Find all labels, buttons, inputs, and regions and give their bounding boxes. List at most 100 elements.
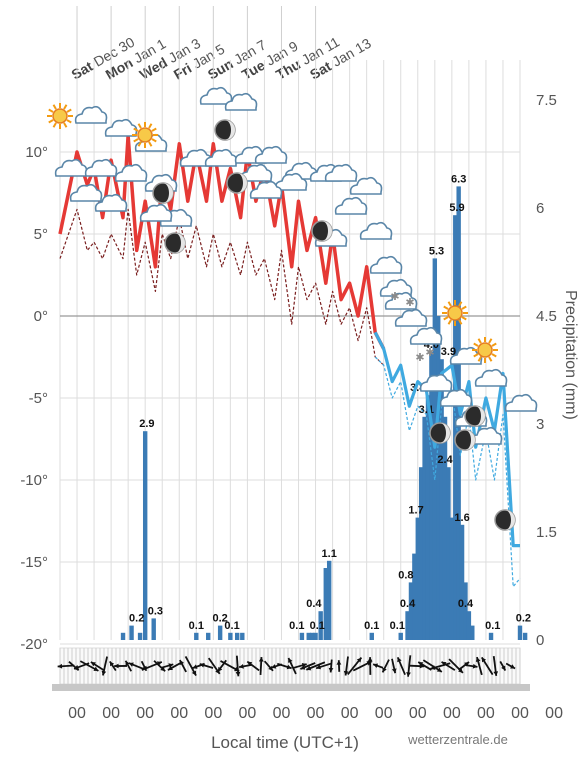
wind-arrowhead — [156, 661, 162, 666]
precip-value-label: 0.4 — [306, 598, 322, 610]
precip-bar — [323, 568, 328, 640]
cloud-shape — [104, 118, 138, 137]
cloud-shape — [409, 326, 443, 345]
temp-tick-label: -10° — [20, 472, 48, 489]
snow-icon: ✱ — [425, 346, 434, 359]
wind-arrowhead — [391, 668, 397, 674]
wind-arrowhead — [316, 664, 322, 670]
cloud-shape — [349, 176, 383, 195]
precip-bar — [446, 467, 451, 640]
cloud-shape — [84, 158, 118, 177]
temp-tick-label: 5° — [34, 226, 48, 243]
cloud-icon — [274, 172, 308, 191]
hour-label: 00 — [273, 705, 291, 722]
moon-icon — [454, 429, 476, 451]
wind-arrowhead — [441, 661, 447, 667]
cloud-shape — [379, 278, 413, 297]
precip-bar — [299, 632, 305, 640]
wind-arrowhead — [367, 657, 373, 662]
cloud-shape — [359, 221, 393, 240]
sun-ray — [443, 316, 449, 321]
sun-ray — [148, 123, 153, 129]
precip-value-label: 0.2 — [212, 613, 227, 625]
precip-bar — [517, 625, 523, 640]
precip-axis-title: Precipitation (mm) — [562, 290, 579, 420]
cloud-icon — [359, 221, 393, 240]
cloud-shape — [54, 158, 88, 177]
cloud-icon — [334, 196, 368, 215]
cloud-icon — [239, 163, 273, 182]
cloud-shape — [69, 183, 103, 202]
wind-arrowhead — [217, 666, 223, 672]
sun-ray — [48, 119, 54, 124]
wind-arrowhead — [510, 664, 516, 669]
hour-label: 00 — [477, 705, 495, 722]
wind-arrowhead — [436, 667, 442, 672]
cloud-shape — [439, 388, 473, 407]
hour-label: 00 — [136, 705, 154, 722]
sun-ray — [491, 342, 497, 347]
cloud-icon — [104, 118, 138, 137]
wind-arrowhead — [93, 666, 99, 671]
precip-value-label: 0.4 — [400, 598, 416, 610]
precip-bar — [194, 632, 199, 640]
snow-icon: ✱ — [415, 351, 424, 364]
cloud-shape — [474, 368, 508, 387]
sun-ray — [458, 319, 463, 325]
precip-bar — [415, 517, 420, 640]
precip-bar — [412, 553, 417, 640]
cloud-icon — [139, 203, 173, 222]
cloud-shape — [504, 393, 538, 412]
precip-bar — [306, 632, 311, 640]
sun-ray — [461, 305, 467, 310]
moon-lit — [237, 173, 247, 193]
hour-label: 00 — [102, 705, 120, 722]
precip-value-label: 2.4 — [437, 454, 453, 466]
wind-arrowhead — [191, 670, 197, 676]
cloud-shape — [254, 145, 288, 164]
temp-tick-label: 0° — [34, 308, 48, 325]
hour-label: 00 — [545, 705, 563, 722]
wind-arrowhead — [168, 663, 174, 668]
sun-ray — [488, 356, 493, 362]
cloud-icon — [249, 180, 283, 199]
wind-arrowhead — [288, 657, 293, 663]
precip-bar — [129, 625, 134, 640]
cloud-shape — [394, 308, 428, 327]
moon-lit — [465, 430, 475, 450]
hour-ticks: 00 00 00 00 00 00 00 00 00 00 00 00 00 00 00 — [68, 705, 563, 722]
moon-lit — [322, 221, 332, 241]
cloud-shape — [274, 172, 308, 191]
cloud-icon — [369, 255, 403, 274]
cloud-shape — [224, 92, 258, 111]
cloud-icon — [439, 388, 473, 407]
precip-bar — [429, 352, 434, 640]
precip-value-label: 2.9 — [139, 418, 154, 430]
source-label: wetterzentrale.de — [407, 732, 508, 747]
wind-arrowhead — [247, 661, 253, 667]
sun-icon — [472, 337, 498, 363]
wind-arrowhead — [101, 670, 107, 676]
precip-tick-label: 7.5 — [536, 92, 557, 109]
sun-ray — [461, 316, 467, 321]
hour-label: 00 — [375, 705, 393, 722]
wind-arrowhead — [286, 664, 292, 670]
sun-ray — [447, 301, 452, 307]
wind-arrowhead — [90, 662, 96, 667]
wind-arrowhead — [74, 665, 80, 670]
precip-tick-label: 1.5 — [536, 524, 557, 541]
cloud-shape — [419, 373, 453, 392]
cloud-shape — [114, 163, 148, 182]
hour-label: 00 — [170, 705, 188, 722]
cloud-icon — [54, 158, 88, 177]
wind-arrowhead — [199, 662, 205, 668]
cloud-shape — [249, 180, 283, 199]
sun-ray — [473, 353, 479, 358]
sun-icon — [47, 103, 73, 129]
snow-icon: ✱ — [405, 296, 414, 309]
precip-value-label: 0.2 — [129, 613, 144, 625]
wind-arrowhead — [109, 661, 115, 667]
cloud-shape — [74, 105, 108, 124]
